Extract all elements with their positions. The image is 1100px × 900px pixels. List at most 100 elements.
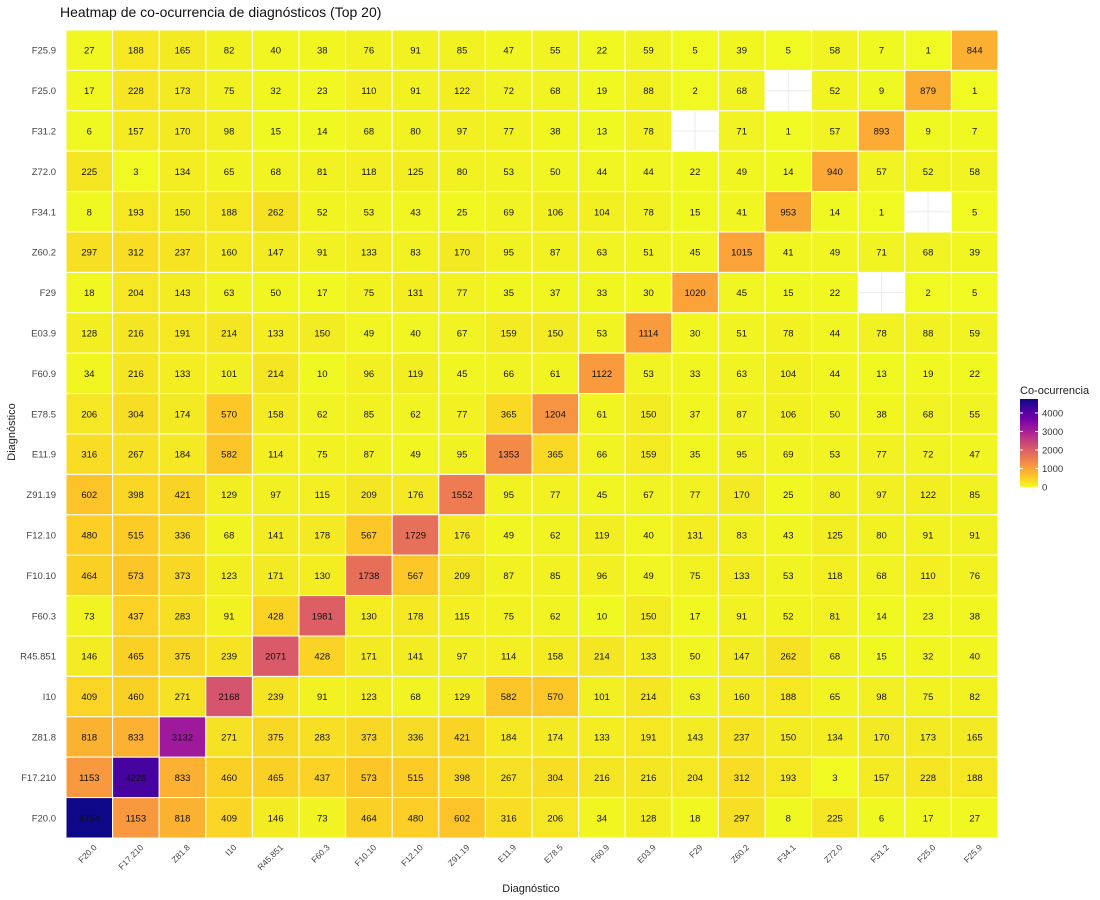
cell-value-label: 1 — [786, 127, 791, 138]
heatmap-cell — [764, 312, 813, 354]
cell-value-label: 465 — [128, 652, 144, 663]
heatmap-cell — [717, 312, 766, 354]
cell-value-label: 6 — [87, 127, 92, 138]
color-legend: Co-ocurrencia 0 1000 2000 3000 4000 — [1020, 385, 1090, 494]
heatmap-cell — [671, 271, 719, 314]
heatmap-cell — [531, 150, 580, 193]
cell-value-label: 14 — [317, 127, 328, 138]
cell-value-label: 373 — [175, 571, 191, 582]
cell-value-label: 59 — [969, 329, 980, 340]
cell-value-label: 95 — [457, 450, 468, 461]
heatmap-cell — [578, 393, 626, 435]
heatmap-cell — [578, 675, 626, 718]
cell-value-label: 55 — [969, 409, 980, 420]
heatmap-cell — [345, 797, 393, 839]
cell-value-label: 1153 — [126, 813, 146, 824]
cell-value-label: 91 — [317, 692, 328, 703]
heatmap-cell — [857, 110, 906, 152]
heatmap-cell — [205, 150, 253, 193]
heatmap-cell — [531, 554, 580, 597]
cell-value-label: 3132 — [172, 733, 193, 744]
heatmap-cell — [484, 635, 533, 677]
heatmap-cell — [438, 69, 486, 112]
heatmap-cell — [717, 271, 766, 314]
cell-value-label: 216 — [128, 329, 144, 340]
cell-value-label: 85 — [550, 571, 561, 582]
cell-value-label: 437 — [128, 611, 144, 622]
cell-value-label: 123 — [361, 692, 377, 703]
cell-value-label: 85 — [457, 46, 468, 57]
cell-value-label: 150 — [175, 207, 191, 218]
heatmap-cell — [158, 29, 207, 71]
heatmap-cell — [112, 393, 160, 435]
heatmap-cell — [531, 635, 580, 677]
cell-value-label: 141 — [268, 531, 284, 542]
heatmap-cell — [671, 595, 719, 637]
cell-value-label: 1 — [972, 86, 977, 97]
cell-value-label: 150 — [314, 329, 330, 340]
y-tick-label: Z81.8 — [32, 733, 56, 744]
cell-value-label: 19 — [923, 369, 934, 380]
cell-value-label: 68 — [224, 531, 235, 542]
cell-value-label: 40 — [643, 531, 654, 542]
heatmap-cell — [717, 716, 766, 758]
cell-value-label: 1 — [879, 207, 884, 218]
cell-value-label: 160 — [734, 692, 750, 703]
heatmap-cell — [950, 312, 999, 354]
heatmap-cell — [438, 312, 486, 354]
cell-value-label: 191 — [175, 329, 191, 340]
heatmap-cell — [65, 595, 114, 637]
heatmap-cell — [857, 675, 906, 718]
heatmap-cell — [717, 433, 766, 475]
cell-value-label: 50 — [830, 409, 841, 420]
cell-value-label: 75 — [364, 288, 375, 299]
cell-value-label: 101 — [594, 692, 610, 703]
cell-value-label: 437 — [314, 773, 330, 784]
chart-title: Heatmap de co-ocurrencia de diagnósticos… — [60, 4, 382, 20]
cell-value-label: 602 — [454, 813, 470, 824]
cell-value-label: 398 — [454, 773, 470, 784]
x-tick-label: F60.9 — [589, 842, 612, 865]
heatmap-cell — [950, 595, 999, 637]
cell-value-label: 35 — [503, 288, 514, 299]
cell-value-label: 91 — [410, 86, 421, 97]
cell-value-label: 40 — [969, 652, 980, 663]
heatmap-cell — [158, 635, 207, 677]
cell-value-label: 1353 — [498, 450, 519, 461]
heatmap-cell — [717, 150, 766, 193]
heatmap-cell — [717, 352, 766, 395]
cell-value-label: 15 — [783, 288, 794, 299]
heatmap-cell — [251, 150, 300, 193]
cell-value-label: 570 — [547, 692, 563, 703]
cell-value-label: 83 — [736, 531, 747, 542]
heatmap-cell — [158, 433, 207, 475]
heatmap-cell — [298, 393, 347, 435]
cell-value-label: 8 — [786, 813, 791, 824]
heatmap-cell — [205, 716, 253, 758]
cell-value-label: 130 — [314, 571, 330, 582]
heatmap-cell — [531, 231, 580, 273]
cell-labels: 27 188 165 82 40 38 76 91 85 47 55 22 59 5 39 5 58 7 1 8441… — [79, 46, 983, 825]
cell-value-label: 52 — [830, 86, 841, 97]
cell-value-label: 128 — [81, 329, 97, 340]
cell-value-label: 22 — [830, 288, 841, 299]
heatmap-cell — [717, 797, 766, 839]
heatmap-cell — [578, 797, 626, 839]
x-tick-label: F25.9 — [962, 842, 985, 865]
heatmap-cell — [298, 433, 347, 475]
heatmap-cell — [65, 231, 114, 273]
cell-value-label: 44 — [830, 329, 841, 340]
heatmap-cell — [112, 69, 160, 112]
heatmap-cell — [764, 191, 813, 233]
heatmap-cell — [438, 29, 486, 71]
cell-value-label: 68 — [410, 692, 421, 703]
cell-value-label: 47 — [969, 450, 980, 461]
heatmap-cell — [251, 675, 300, 718]
cell-value-label: 77 — [503, 127, 514, 138]
cell-value-label: 33 — [690, 369, 701, 380]
cell-value-label: 9 — [879, 86, 884, 97]
heatmap-cell — [624, 271, 673, 314]
cell-value-label: 77 — [876, 450, 887, 461]
cell-value-label: 80 — [457, 167, 468, 178]
heatmap-cell — [158, 150, 207, 193]
